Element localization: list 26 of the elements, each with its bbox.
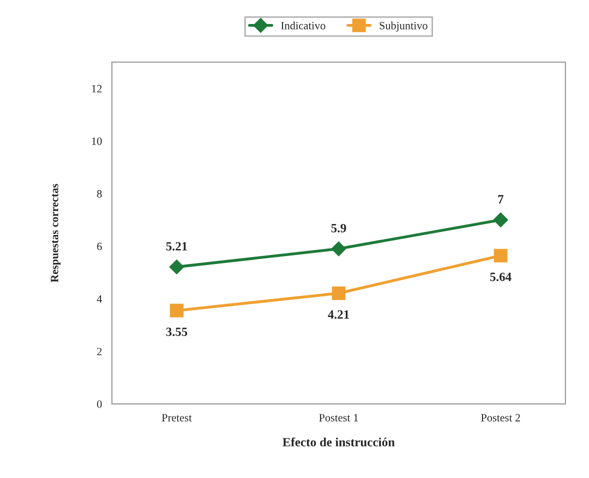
- y-tick-label: 6: [97, 242, 102, 250]
- y-tick-label: 4: [96, 295, 102, 303]
- point: [170, 304, 184, 318]
- x-tick-label: Postest 1: [319, 414, 358, 422]
- data-label: 5.21: [166, 242, 187, 251]
- point: [493, 212, 508, 228]
- y-axis-title: Respuestas correctas: [50, 184, 61, 282]
- data-label: 5.64: [490, 272, 512, 282]
- x-tick-label: Postest 2: [481, 414, 520, 422]
- point: [331, 241, 346, 256]
- point: [494, 248, 508, 262]
- y-tick-label: 12: [92, 84, 102, 92]
- data-label: 3.55: [166, 328, 188, 336]
- legend-label: Subjuntivo: [380, 22, 428, 32]
- data-label: 4.21: [328, 310, 349, 319]
- legend-label: Indicativo: [281, 22, 326, 30]
- point: [332, 286, 346, 300]
- x-axis-title: Efecto de instrucción: [282, 437, 395, 446]
- x-tick-label: Pretest: [162, 414, 192, 422]
- point: [169, 260, 184, 274]
- data-label: 5.9: [331, 224, 346, 232]
- y-tick-label: 2: [97, 348, 102, 356]
- data-label: 7: [498, 195, 504, 204]
- y-tick-label: 0: [97, 400, 102, 408]
- y-tick-label: 8: [97, 190, 102, 198]
- y-tick-label: 10: [92, 137, 102, 145]
